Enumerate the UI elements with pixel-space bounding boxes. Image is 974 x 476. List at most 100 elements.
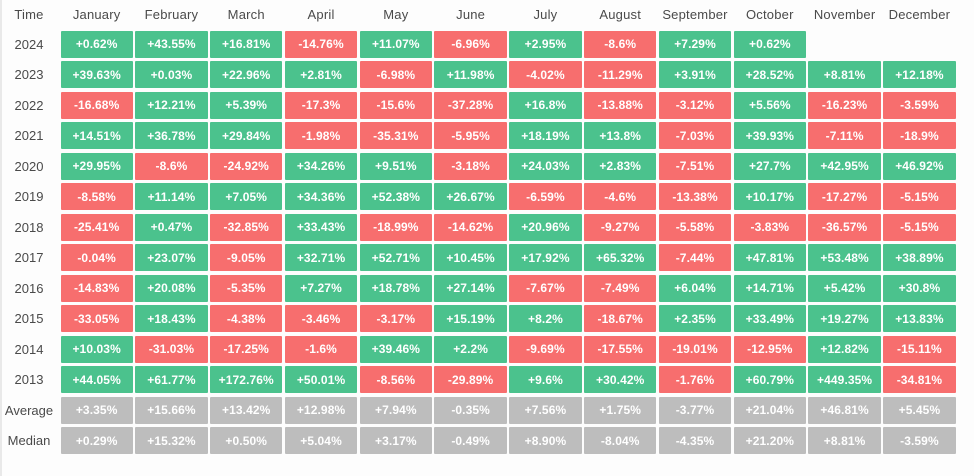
return-cell: +34.36% <box>284 183 358 210</box>
return-cell: +16.8% <box>509 91 582 119</box>
return-cell: +5.42% <box>808 274 881 302</box>
return-cell: -6.59% <box>509 183 582 210</box>
return-cell: +12.18% <box>883 61 956 88</box>
return-cell: -9.05% <box>210 244 283 271</box>
return-cell: +2.95% <box>509 30 582 58</box>
return-cell: -3.17% <box>359 305 432 332</box>
return-cell: -3.18% <box>434 152 507 180</box>
return-cell: +8.90% <box>509 427 582 454</box>
return-cell: -33.05% <box>60 305 133 332</box>
return-cell: +3.35% <box>60 396 133 424</box>
return-cell: +0.62% <box>60 30 133 58</box>
empty-cell <box>808 31 880 58</box>
return-cell: +10.17% <box>733 183 806 210</box>
return-cell: +5.56% <box>733 91 806 119</box>
return-cell: -17.3% <box>284 91 358 119</box>
return-cell: +7.05% <box>210 183 283 210</box>
row-label-2023: 2023 <box>14 67 44 82</box>
left-edge-divider <box>0 0 2 476</box>
return-cell: -0.04% <box>60 244 133 271</box>
return-cell: -37.28% <box>434 91 507 119</box>
return-cell: -18.67% <box>584 305 657 332</box>
return-cell: -3.59% <box>883 427 956 454</box>
row-label-2017: 2017 <box>14 250 44 265</box>
return-cell: +7.94% <box>359 396 432 424</box>
return-cell: +20.96% <box>509 213 582 241</box>
return-cell: -3.12% <box>658 91 732 119</box>
return-cell: +18.43% <box>135 305 208 332</box>
return-cell: +5.45% <box>883 396 956 424</box>
return-cell: +9.6% <box>509 366 582 393</box>
return-cell: -17.55% <box>584 335 657 363</box>
return-cell: +21.20% <box>733 427 806 454</box>
return-cell: -3.83% <box>733 213 806 241</box>
return-cell: +53.48% <box>808 244 881 271</box>
return-cell: +60.79% <box>733 366 806 393</box>
return-cell: +15.19% <box>434 305 507 332</box>
return-cell: +44.05% <box>60 366 133 393</box>
return-cell: -14.76% <box>284 30 358 58</box>
return-cell: +16.81% <box>210 30 283 58</box>
return-cell: +10.45% <box>434 244 507 271</box>
return-cell: +12.98% <box>284 396 358 424</box>
return-cell: -17.25% <box>210 335 283 363</box>
return-cell: +20.08% <box>135 274 208 302</box>
return-cell: -24.92% <box>210 152 283 180</box>
return-cell: -13.88% <box>584 91 657 119</box>
return-cell: -36.57% <box>808 213 881 241</box>
return-cell: -34.81% <box>883 366 956 393</box>
return-cell: -4.35% <box>658 427 732 454</box>
return-cell: +13.8% <box>584 122 657 149</box>
return-cell: -8.6% <box>135 152 208 180</box>
return-cell: +30.8% <box>883 274 956 302</box>
return-cell: +0.47% <box>135 213 208 241</box>
month-column-header-september: September <box>662 7 728 22</box>
return-cell: +2.2% <box>434 335 507 363</box>
return-cell: +1.75% <box>584 396 657 424</box>
month-column-header-march: March <box>227 7 265 22</box>
return-cell: +6.04% <box>658 274 732 302</box>
return-cell: +52.71% <box>359 244 432 271</box>
return-cell: +38.89% <box>883 244 956 271</box>
empty-cell <box>883 31 955 58</box>
return-cell: +8.81% <box>808 61 881 88</box>
return-cell: -18.9% <box>883 122 956 149</box>
month-column-header-october: October <box>745 7 794 22</box>
return-cell: +11.98% <box>434 61 507 88</box>
return-cell: +7.27% <box>284 274 358 302</box>
return-cell: +5.39% <box>210 91 283 119</box>
return-cell: -12.95% <box>733 335 806 363</box>
return-cell: -1.76% <box>658 366 732 393</box>
return-cell: +30.42% <box>584 366 657 393</box>
return-cell: +28.52% <box>733 61 806 88</box>
return-cell: +46.81% <box>808 396 881 424</box>
return-cell: -7.49% <box>584 274 657 302</box>
return-cell: -8.04% <box>584 427 657 454</box>
return-cell: -7.03% <box>658 122 732 149</box>
return-cell: -4.38% <box>210 305 283 332</box>
return-cell: -17.27% <box>808 183 881 210</box>
row-label-2014: 2014 <box>14 341 44 357</box>
return-cell: -15.6% <box>359 91 432 119</box>
return-cell: +36.78% <box>135 122 208 149</box>
return-cell: +10.03% <box>60 335 133 363</box>
month-column-header-july: July <box>533 7 558 22</box>
return-cell: +13.42% <box>210 396 283 424</box>
monthly-returns-heatmap: Time January February March April May June July… <box>5 7 956 454</box>
return-cell: +15.32% <box>135 427 208 454</box>
return-cell: -7.11% <box>808 122 881 149</box>
return-cell: +23.07% <box>135 244 208 271</box>
return-cell: +33.49% <box>733 305 806 332</box>
return-cell: -3.46% <box>284 305 358 332</box>
return-cell: -6.96% <box>434 30 507 58</box>
return-cell: +0.62% <box>733 30 806 58</box>
return-cell: -0.49% <box>434 427 507 454</box>
return-cell: -7.51% <box>658 152 732 180</box>
return-cell: +33.43% <box>284 213 358 241</box>
return-cell: +12.82% <box>808 335 881 363</box>
row-label-2021: 2021 <box>14 128 44 143</box>
return-cell: -19.01% <box>658 335 732 363</box>
return-cell: -7.67% <box>509 274 582 302</box>
month-column-header-january: January <box>72 7 121 22</box>
return-cell: -1.98% <box>284 122 358 149</box>
